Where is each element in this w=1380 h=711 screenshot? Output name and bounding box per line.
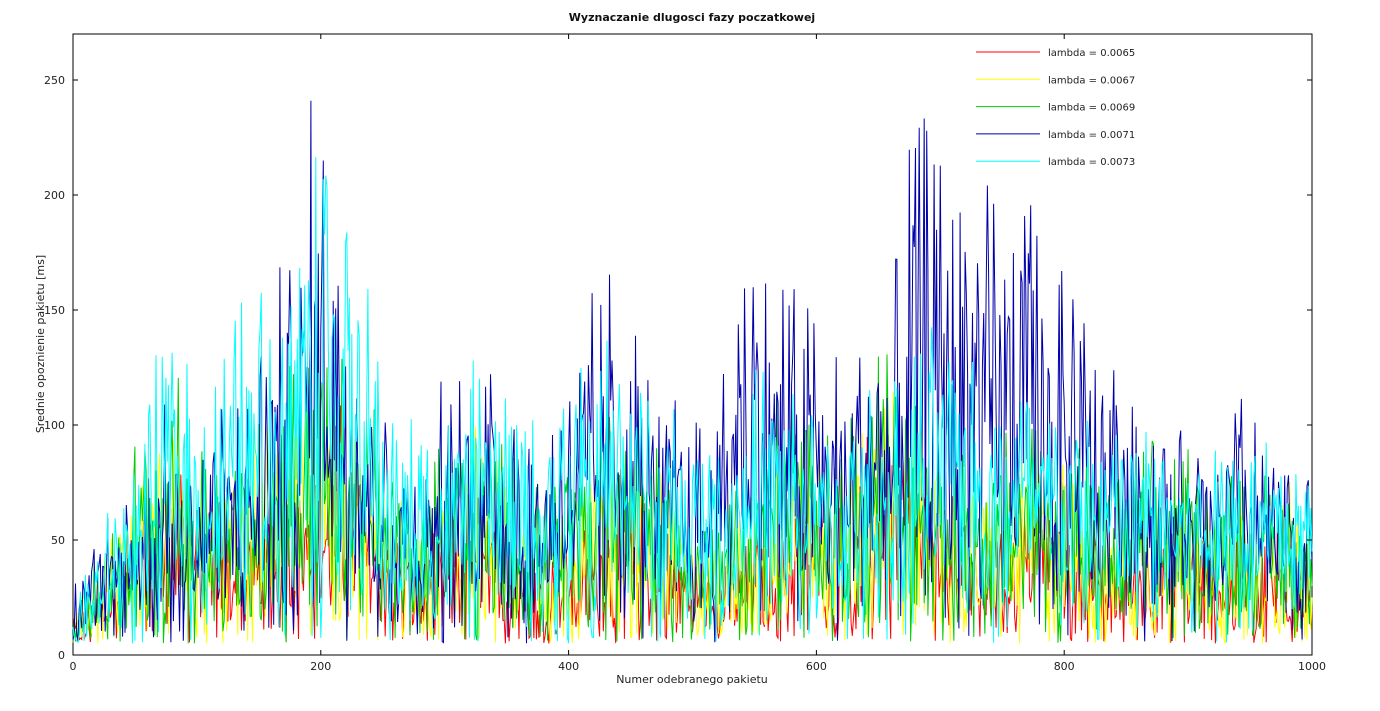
y-tick-label: 0	[58, 649, 65, 662]
series-layer	[72, 100, 1313, 644]
legend-label-2: lambda = 0.0069	[1048, 103, 1135, 114]
legend-label-1: lambda = 0.0067	[1048, 75, 1135, 86]
x-tick-label: 400	[558, 660, 579, 673]
x-tick-label: 0	[70, 660, 77, 673]
series-line-4	[72, 157, 1313, 644]
legend-label-0: lambda = 0.0065	[1048, 48, 1135, 59]
y-tick-label: 100	[44, 419, 65, 432]
x-tick-label: 1000	[1298, 660, 1326, 673]
tick-layer: 0 200 400 600 800 1000 0 50 100 150 200 250	[44, 34, 1326, 673]
y-tick-label: 250	[44, 74, 65, 87]
y-tick-label: 150	[44, 304, 65, 317]
x-tick-label: 800	[1054, 660, 1075, 673]
y-tick-label: 200	[44, 189, 65, 202]
legend-label-3: lambda = 0.0071	[1048, 130, 1135, 141]
legend: lambda = 0.0065 lambda = 0.0067 lambda = 0…	[976, 48, 1135, 168]
y-axis-title: Srednie opoznienie pakietu [ms]	[34, 255, 47, 433]
x-tick-label: 200	[310, 660, 331, 673]
legend-label-4: lambda = 0.0073	[1048, 157, 1135, 168]
x-axis-title: Numer odebranego pakietu	[616, 673, 768, 686]
y-tick-label: 50	[51, 534, 65, 547]
x-tick-label: 600	[806, 660, 827, 673]
chart-title: Wyznaczanie dlugosci fazy poczatkowej	[569, 11, 815, 24]
